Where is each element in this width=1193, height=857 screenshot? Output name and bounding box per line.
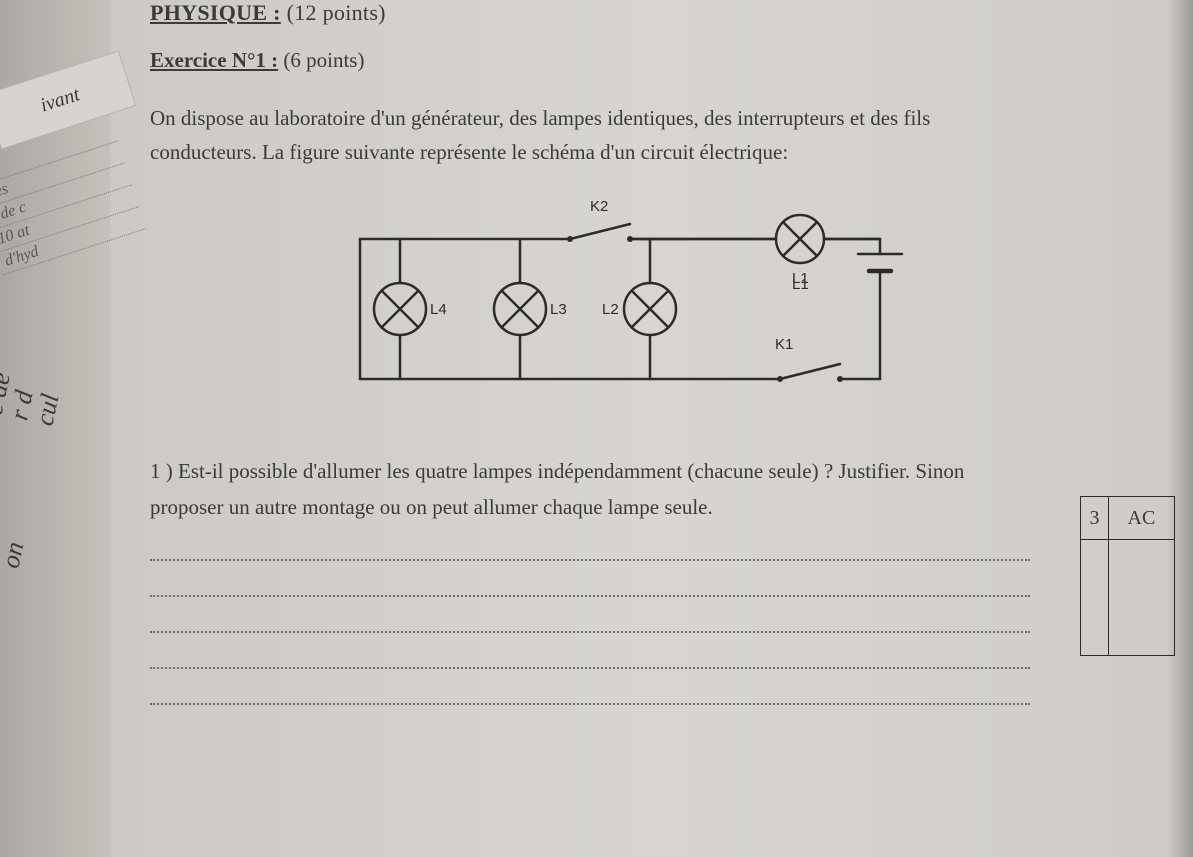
exercise-heading: Exercice N°1 : (6 points) bbox=[150, 48, 1150, 73]
score-empty-cell bbox=[1081, 540, 1109, 656]
exercise-label: Exercice N°1 : bbox=[150, 48, 278, 72]
exercise-points: (6 points) bbox=[283, 48, 364, 72]
section-label: PHYSIQUE : bbox=[150, 0, 281, 25]
margin-fragment: on bbox=[0, 539, 30, 571]
svg-text:L1: L1 bbox=[792, 270, 809, 287]
question-text: Est-il possible d'allumer les quatre lam… bbox=[150, 459, 964, 519]
score-points-cell: 3 bbox=[1081, 497, 1109, 540]
svg-text:K2: K2 bbox=[590, 199, 608, 215]
answer-dotted-line bbox=[150, 703, 1030, 705]
section-points: (12 points) bbox=[287, 0, 386, 25]
exam-page: ivant en mes s de c 10 at d'hyd e de r d… bbox=[0, 0, 1193, 857]
score-table: 3 AC bbox=[1080, 496, 1175, 656]
answer-dotted-line bbox=[150, 595, 1030, 597]
question-1: 1 ) Est-il possible d'allumer les quatre… bbox=[150, 453, 1030, 525]
intro-paragraph: On dispose au laboratoire d'un générateu… bbox=[150, 101, 1020, 169]
score-empty-cell bbox=[1108, 540, 1174, 656]
svg-text:L4: L4 bbox=[430, 301, 447, 318]
right-edge-shadow bbox=[1167, 0, 1193, 857]
svg-text:K1: K1 bbox=[775, 336, 793, 353]
score-box: 3 AC bbox=[1080, 496, 1175, 656]
answer-dotted-line bbox=[150, 559, 1030, 561]
circuit-figure: L4L3L2L1L1K2K1 bbox=[320, 199, 920, 419]
score-competence-cell: AC bbox=[1108, 497, 1174, 540]
circuit-svg: L4L3L2L1L1K2K1 bbox=[320, 199, 920, 419]
answer-lines bbox=[150, 559, 1030, 705]
answer-dotted-line bbox=[150, 631, 1030, 633]
svg-text:L2: L2 bbox=[602, 301, 619, 318]
margin-tab-lower: on bbox=[0, 539, 30, 571]
answer-dotted-line bbox=[150, 667, 1030, 669]
svg-text:L3: L3 bbox=[550, 301, 567, 318]
question-number: 1 ) bbox=[150, 459, 173, 483]
section-heading: PHYSIQUE : (12 points) bbox=[150, 0, 1150, 26]
content-area: PHYSIQUE : (12 points) Exercice N°1 : (6… bbox=[150, 0, 1150, 705]
